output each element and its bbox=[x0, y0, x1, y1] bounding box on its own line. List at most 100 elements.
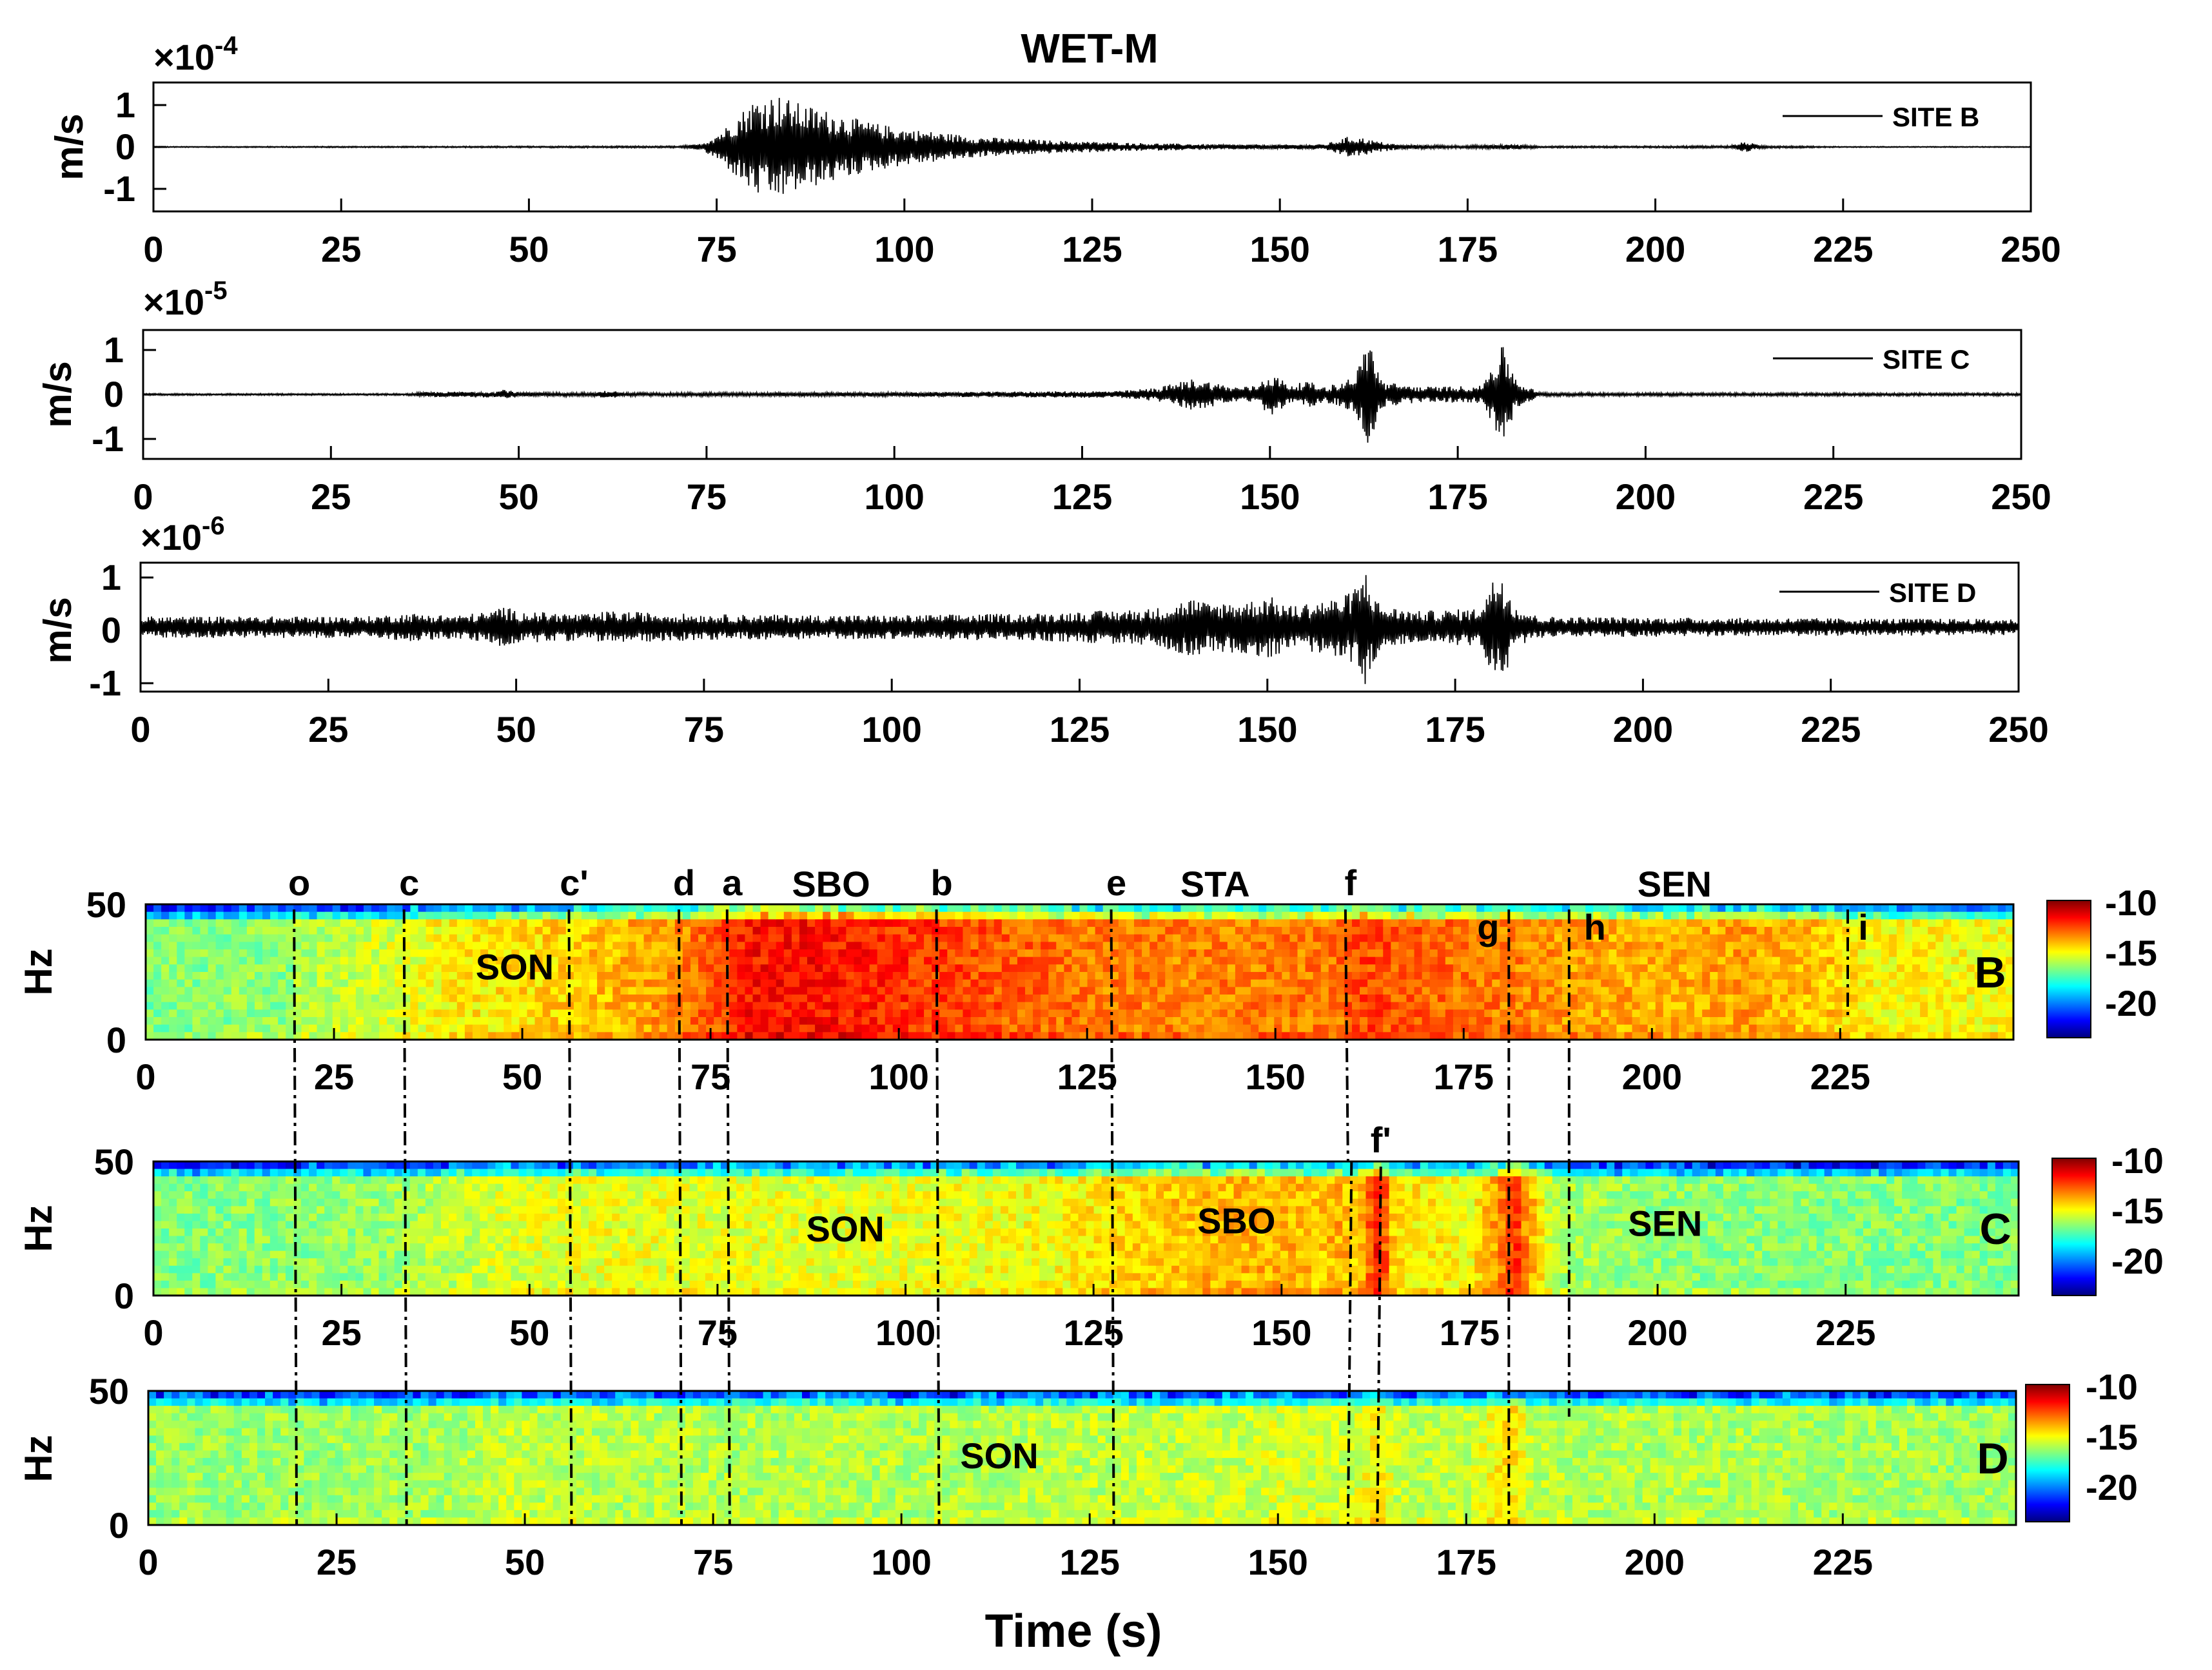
heatmap-cell bbox=[347, 919, 357, 927]
heatmap-cell bbox=[301, 1250, 309, 1259]
heatmap-cell bbox=[215, 911, 224, 920]
heatmap-cell bbox=[955, 927, 964, 935]
heatmap-cell bbox=[269, 1265, 279, 1274]
heatmap-cell bbox=[1297, 927, 1306, 935]
heatmap-cell bbox=[1694, 942, 1703, 950]
heatmap-cell bbox=[573, 956, 582, 966]
heatmap-cell bbox=[1305, 964, 1314, 973]
heatmap-cell bbox=[1289, 972, 1298, 980]
heatmap-cell bbox=[1009, 979, 1018, 988]
heatmap-cell bbox=[776, 927, 785, 935]
heatmap-cell bbox=[1196, 972, 1205, 980]
heatmap-cell bbox=[1258, 1017, 1267, 1025]
heatmap-cell bbox=[208, 1265, 217, 1274]
heatmap-cell bbox=[1157, 934, 1166, 943]
heatmap-cell bbox=[1328, 995, 1337, 1003]
heatmap-cell bbox=[799, 927, 808, 935]
heatmap-cell bbox=[1842, 942, 1851, 950]
heatmap-cell bbox=[1204, 942, 1213, 950]
heatmap-cell bbox=[939, 1032, 948, 1040]
heatmap-cell bbox=[1134, 942, 1142, 950]
heatmap-cell bbox=[286, 942, 295, 950]
heatmap-cell bbox=[1406, 1017, 1415, 1025]
heatmap-cell bbox=[1266, 934, 1275, 943]
heatmap-cell bbox=[854, 904, 863, 913]
heatmap-cell bbox=[1289, 927, 1298, 935]
heatmap-cell bbox=[1796, 1032, 1804, 1040]
heatmap-cell bbox=[745, 904, 754, 913]
heatmap-cell bbox=[1997, 942, 2006, 950]
heatmap-cell bbox=[496, 964, 505, 973]
heatmap-cell bbox=[1142, 964, 1150, 973]
heatmap-cell bbox=[916, 919, 925, 927]
heatmap-cell bbox=[1834, 1009, 1843, 1018]
heatmap-cell bbox=[1375, 972, 1384, 980]
heatmap-cell bbox=[1725, 987, 1734, 995]
heatmap-cell bbox=[254, 1183, 263, 1192]
heatmap-cell bbox=[1398, 919, 1407, 927]
heatmap-cell bbox=[1865, 942, 1874, 950]
heatmap-cell bbox=[1569, 956, 1578, 966]
heatmap-cell bbox=[1601, 949, 1610, 958]
heatmap-cell bbox=[1639, 979, 1649, 988]
heatmap-cell bbox=[1842, 1017, 1851, 1025]
heatmap-cell bbox=[511, 1032, 520, 1040]
heatmap-cell bbox=[324, 1032, 333, 1040]
heatmap-cell bbox=[1609, 1032, 1618, 1040]
heatmap-cell bbox=[192, 1161, 201, 1170]
heatmap-cell bbox=[1982, 927, 1991, 935]
heatmap-cell bbox=[1741, 942, 1750, 950]
heatmap-cell bbox=[355, 1280, 364, 1289]
heatmap-cell bbox=[1772, 987, 1781, 995]
heatmap-cell bbox=[1204, 979, 1213, 988]
heatmap-cell bbox=[1990, 927, 1999, 935]
heatmap-cell bbox=[1282, 1009, 1291, 1018]
heatmap-cell bbox=[169, 1288, 177, 1296]
heatmap-cell bbox=[1997, 927, 2006, 935]
heatmap-cell bbox=[177, 1198, 186, 1207]
heatmap-cell bbox=[1118, 911, 1127, 920]
heatmap-cell bbox=[363, 1176, 372, 1185]
heatmap-cell bbox=[262, 1213, 271, 1222]
heatmap-cell bbox=[1523, 1017, 1532, 1025]
heatmap-cell bbox=[395, 919, 404, 927]
heatmap-cell bbox=[783, 942, 792, 950]
heatmap-cell bbox=[667, 927, 676, 935]
heatmap-cell bbox=[418, 995, 427, 1003]
heatmap-cell bbox=[1538, 949, 1547, 958]
heatmap-cell bbox=[1826, 995, 1835, 1003]
heatmap-cell bbox=[892, 949, 901, 958]
heatmap-cell bbox=[1025, 911, 1033, 920]
heatmap-cell bbox=[231, 1273, 240, 1281]
heatmap-cell bbox=[706, 987, 714, 995]
heatmap-cell bbox=[1320, 904, 1329, 913]
heatmap-cell bbox=[1819, 949, 1828, 958]
heatmap-cell bbox=[363, 942, 372, 950]
heatmap-cell bbox=[1391, 1002, 1400, 1011]
heatmap-cell bbox=[1320, 949, 1329, 958]
heatmap-cell bbox=[1678, 995, 1687, 1003]
heatmap-cell bbox=[1025, 972, 1033, 980]
heatmap-cell bbox=[363, 1206, 372, 1214]
heatmap-cell bbox=[1904, 995, 1913, 1003]
heatmap-cell bbox=[1328, 972, 1337, 980]
heatmap-cell bbox=[1616, 919, 1625, 927]
heatmap-cell bbox=[1305, 1024, 1314, 1033]
heatmap-cell bbox=[970, 1024, 979, 1033]
heatmap-cell bbox=[542, 1017, 551, 1025]
heatmap-cell bbox=[387, 987, 396, 995]
heatmap-cell bbox=[231, 1024, 240, 1033]
heatmap-cell bbox=[1048, 995, 1057, 1003]
heatmap-cell bbox=[426, 979, 435, 988]
heatmap-cell bbox=[1251, 964, 1259, 973]
heatmap-cell bbox=[916, 949, 925, 958]
heatmap-cell bbox=[1928, 1002, 1937, 1011]
heatmap-cell bbox=[558, 964, 567, 973]
heatmap-cell bbox=[1196, 927, 1205, 935]
heatmap-cell bbox=[1796, 964, 1804, 973]
heatmap-cell bbox=[581, 1017, 590, 1025]
heatmap-cell bbox=[846, 995, 855, 1003]
heatmap-cell bbox=[978, 995, 987, 1003]
heatmap-cell bbox=[192, 1258, 201, 1267]
heatmap-cell bbox=[737, 934, 746, 943]
